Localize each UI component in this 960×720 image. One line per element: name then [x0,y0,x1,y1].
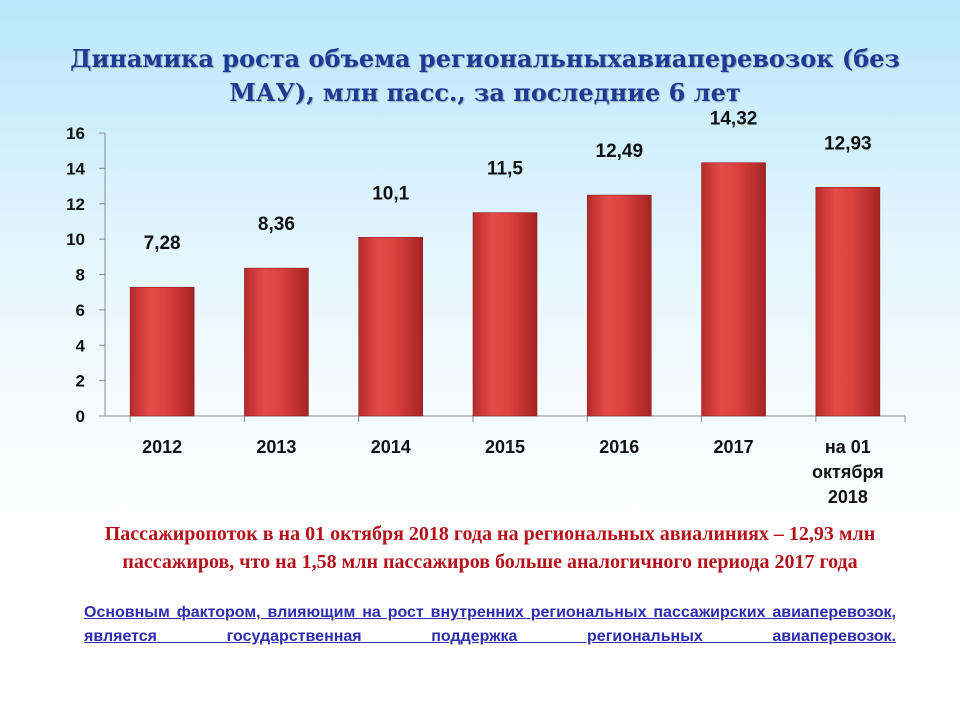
x-category-label: 2013 [256,437,296,457]
x-category-label: 2016 [599,437,639,457]
x-category-label: на 01 октября 2018 [812,437,884,507]
bar-chart: 0 2 4 6 8 10 12 14 16 7,28 2012 8,36 2013 10,1 2014 11… [66,109,906,507]
data-label: 10,1 [372,183,409,204]
note-text: Основным фактором, влияющим на рост внут… [84,604,896,645]
bar [701,162,766,417]
y-tick-label: 6 [76,301,85,320]
y-tick-label: 4 [76,336,86,355]
x-category-label: 2017 [714,437,754,457]
bar [244,267,309,417]
y-tick-label: 0 [76,407,85,426]
bar [586,194,652,417]
bar [472,212,538,417]
data-label: 14,32 [710,109,758,130]
y-tick-label: 14 [66,159,85,178]
data-label: 7,28 [144,233,181,254]
data-label: 12,49 [596,141,644,162]
y-tick-label: 16 [66,124,85,143]
x-category-label: 2014 [371,437,411,457]
summary-text: Пассажиропоток в на 01 октября 2018 года… [104,523,876,573]
chart-title: Динамика роста объема региональныхавиапе… [70,44,900,107]
y-tick-label: 12 [66,195,85,214]
x-category-label: 2015 [485,437,525,457]
y-tick-label: 2 [76,372,85,391]
y-tick-label: 8 [76,266,85,285]
data-label: 12,93 [824,133,872,154]
bar [129,286,195,417]
x-category-label: 2012 [142,437,182,457]
data-label: 8,36 [258,214,295,235]
y-tick-label: 10 [66,230,85,249]
data-label: 11,5 [487,159,523,180]
bar [358,237,424,417]
bar [815,187,881,417]
